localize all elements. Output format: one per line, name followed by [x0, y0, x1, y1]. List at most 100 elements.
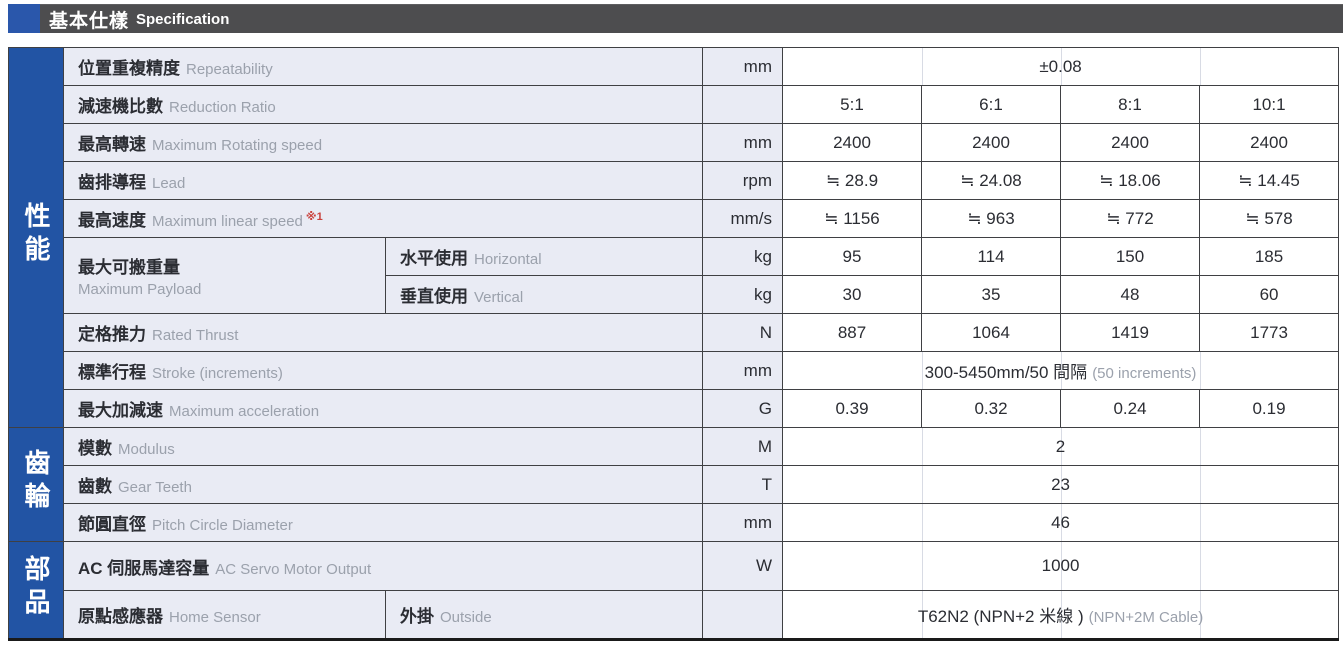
row-sublabel-zh: 外掛 — [400, 607, 434, 626]
unit-cell: M — [702, 427, 783, 466]
value-cell: ≒ 28.9 — [782, 161, 922, 200]
stroke-value-note: (50 increments) — [1092, 365, 1197, 382]
row-label-zh: 標準行程 — [78, 363, 146, 382]
header-accent-square — [8, 4, 40, 33]
table-row: 定格推力 Rated Thrust N 887 1064 1419 1773 — [9, 313, 1340, 352]
value-cell: 2400 — [782, 123, 922, 162]
value-cell: 0.24 — [1060, 389, 1200, 428]
value-cell: 114 — [921, 237, 1061, 276]
value-cell: 2400 — [1198, 123, 1340, 162]
row-label: 位置重複精度 Repeatability — [63, 47, 703, 86]
value-cell: 6:1 — [921, 85, 1061, 124]
unit-cell: mm/s — [702, 199, 783, 238]
table-row: 最高速度 Maximum linear speed ※1 mm/s ≒ 1156 ≒… — [9, 199, 1340, 238]
unit-cell: G — [702, 389, 783, 428]
row-label-zh: 最大加減速 — [78, 401, 163, 420]
row-label-en: AC Servo Motor Output — [215, 560, 372, 578]
value-cell: 95 — [782, 237, 922, 276]
row-label: 最大可搬重量 Maximum Payload — [63, 237, 386, 314]
table-row: 齒數 Gear Teeth T 23 — [9, 465, 1340, 504]
unit-cell: N — [702, 313, 783, 352]
value-cell: 887 — [782, 313, 922, 352]
unit-cell: T — [702, 465, 783, 504]
row-sublabel: 外掛 Outside — [385, 590, 703, 640]
row-sublabel-en: Outside — [440, 609, 492, 626]
row-label: 原點感應器 Home Sensor — [63, 590, 386, 640]
row-label: 齒排導程 Lead — [63, 161, 703, 200]
stroke-value: 300-5450mm/50 間隔 — [924, 363, 1088, 382]
table-row: 最高轉速 Maximum Rotating speed mm 2400 2400 … — [9, 123, 1340, 162]
value-cell: 1419 — [1060, 313, 1200, 352]
unit-cell: mm — [702, 351, 783, 390]
table-row: 齒輪 模數 Modulus M 2 — [8, 427, 1340, 542]
row-label-en: Rated Thrust — [152, 327, 239, 344]
table-row: 齒排導程 Lead rpm ≒ 28.9 ≒ 24.08 ≒ 18.06 ≒ 14… — [9, 161, 1340, 200]
unit-cell — [702, 590, 783, 640]
section-label-performance: 性能 — [8, 47, 64, 428]
row-label-zh: 模數 — [78, 439, 112, 458]
value-span-cell: 46 — [781, 503, 1340, 542]
row-label-zh: 位置重複精度 — [78, 59, 180, 78]
value-cell: 0.32 — [921, 389, 1061, 428]
footnote-marker: ※1 — [305, 210, 323, 223]
header-title-bar: 基本仕樣 Specification — [40, 4, 1343, 33]
table-row: 原點感應器 Home Sensor 外掛 Outside T62N2 (NPN+2 … — [9, 590, 1340, 640]
row-label-en: Lead — [152, 175, 186, 192]
value-cell: ≒ 578 — [1198, 199, 1340, 238]
section-label-parts: 部品 — [8, 541, 64, 640]
home-sensor-value-note: (NPN+2M Cable) — [1088, 609, 1204, 626]
row-label: 最高轉速 Maximum Rotating speed — [63, 123, 703, 162]
value-cell: 0.39 — [782, 389, 922, 428]
row-label-zh: 最高轉速 — [78, 135, 146, 154]
value-span-cell: T62N2 (NPN+2 米線 ) (NPN+2M Cable) — [781, 590, 1340, 640]
unit-cell — [702, 85, 783, 124]
value-cell: 48 — [1060, 275, 1200, 314]
spec-table: 性能 位置重複精度 Repeatability mm ±0.08 減速機比數 Red… — [8, 47, 1340, 641]
section-label-gear: 齒輪 — [8, 427, 64, 542]
table-row: 部品 AC 伺服馬達容量 AC Servo Motor Output W 1000 — [8, 541, 1340, 640]
row-sublabel: 垂直使用 Vertical — [385, 275, 703, 314]
unit-cell: kg — [702, 237, 783, 276]
value-span-cell: 1000 — [781, 541, 1340, 591]
value-span-cell: ±0.08 — [781, 47, 1340, 86]
row-label: 最高速度 Maximum linear speed ※1 — [63, 199, 703, 238]
table-row: 性能 位置重複精度 Repeatability mm ±0.08 — [8, 47, 1340, 428]
unit-cell: kg — [702, 275, 783, 314]
page-title-zh: 基本仕樣 — [49, 10, 130, 32]
table-row: 最大加減速 Maximum acceleration G 0.39 0.32 0.… — [9, 389, 1340, 428]
row-label-zh: 定格推力 — [78, 325, 146, 344]
row-label-en: Maximum linear speed — [152, 213, 303, 230]
row-label: 標準行程 Stroke (increments) — [63, 351, 703, 390]
value-cell: 150 — [1060, 237, 1200, 276]
unit-cell: mm — [702, 123, 783, 162]
row-label-zh: 最大可搬重量 — [78, 258, 180, 277]
value-span-cell: 2 — [781, 427, 1340, 466]
row-label: 模數 Modulus — [63, 427, 703, 466]
value-cell: ≒ 18.06 — [1060, 161, 1200, 200]
row-label-en: Gear Teeth — [118, 479, 192, 496]
table-row: 減速機比數 Reduction Ratio 5:1 6:1 8:1 10:1 — [9, 85, 1340, 124]
value-cell: 2400 — [1060, 123, 1200, 162]
value-cell: 1064 — [921, 313, 1061, 352]
value-cell: ≒ 1156 — [782, 199, 922, 238]
row-label-en: Repeatability — [186, 61, 273, 78]
row-label-zh: AC 伺服馬達容量 — [78, 558, 210, 578]
value-cell: ≒ 772 — [1060, 199, 1200, 238]
row-label-zh: 原點感應器 — [78, 607, 163, 626]
value-cell: 1773 — [1198, 313, 1340, 352]
row-label-zh: 齒排導程 — [78, 173, 146, 192]
value-cell: 185 — [1198, 237, 1340, 276]
table-row: 節圓直徑 Pitch Circle Diameter mm 46 — [9, 503, 1340, 542]
value-cell: ≒ 963 — [921, 199, 1061, 238]
row-sublabel-en: Horizontal — [474, 251, 542, 268]
value-span-cell: 23 — [781, 465, 1340, 504]
row-label-en: Maximum Rotating speed — [152, 137, 323, 154]
value-cell: 0.19 — [1198, 389, 1340, 428]
table-row: 標準行程 Stroke (increments) mm 300-5450mm/50… — [9, 351, 1340, 390]
row-label-en: Pitch Circle Diameter — [152, 517, 293, 534]
value-cell: 5:1 — [782, 85, 922, 124]
row-sublabel: 水平使用 Horizontal — [385, 237, 703, 276]
value-cell: 30 — [782, 275, 922, 314]
row-label: 最大加減速 Maximum acceleration — [63, 389, 703, 428]
row-label-en: Reduction Ratio — [169, 99, 276, 116]
